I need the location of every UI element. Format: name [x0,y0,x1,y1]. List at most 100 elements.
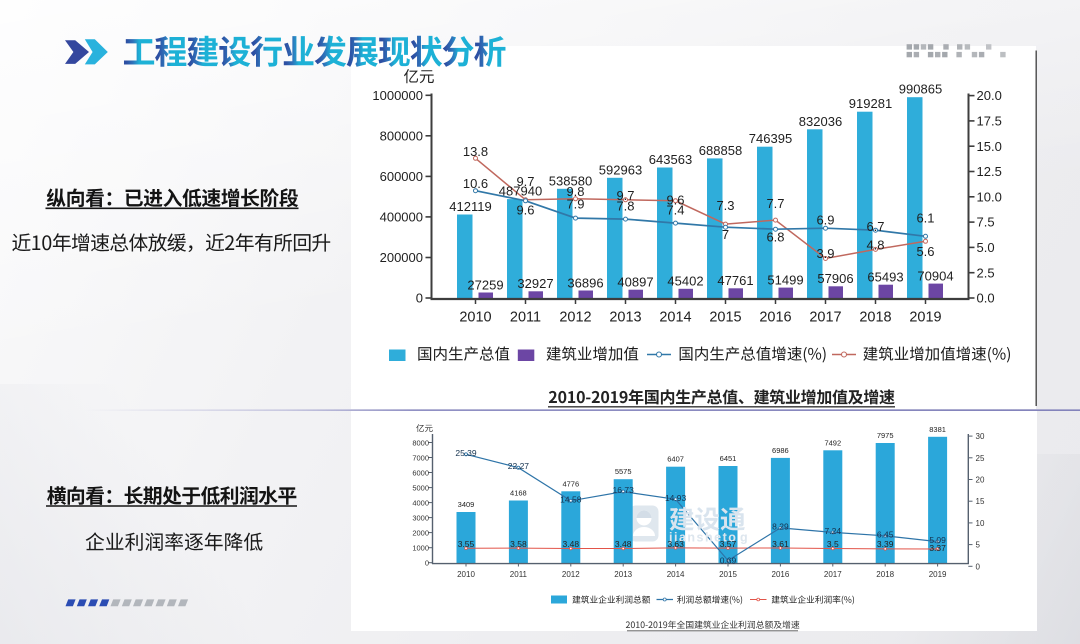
svg-text:2013: 2013 [614,570,632,579]
svg-text:3.5: 3.5 [827,539,839,549]
svg-text:47761: 47761 [717,273,753,288]
svg-text:2019: 2019 [929,570,947,579]
svg-text:6000: 6000 [412,468,429,477]
svg-text:5.6: 5.6 [916,244,934,259]
svg-text:2017: 2017 [809,310,841,326]
svg-text:9.7: 9.7 [616,188,634,203]
svg-text:7.5: 7.5 [977,215,995,230]
svg-text:2010: 2010 [459,310,491,326]
svg-text:600000: 600000 [380,169,423,184]
svg-text:2018: 2018 [859,310,891,326]
svg-text:32927: 32927 [517,276,553,291]
svg-text:8381: 8381 [929,425,946,434]
svg-text:0: 0 [425,559,429,568]
svg-text:3.9: 3.9 [816,246,834,261]
svg-text:2017: 2017 [824,570,842,579]
svg-text:51499: 51499 [767,272,803,287]
svg-text:0: 0 [416,291,423,306]
svg-text:9.8: 9.8 [566,184,584,199]
svg-text:25: 25 [976,454,985,463]
svg-text:990865: 990865 [899,82,942,97]
svg-text:4000: 4000 [412,499,429,508]
svg-text:20: 20 [976,476,985,485]
svg-text:9.6: 9.6 [516,202,534,217]
svg-text:14.93: 14.93 [665,493,687,503]
svg-text:3.63: 3.63 [667,539,684,549]
svg-text:12.5: 12.5 [977,164,1002,179]
svg-text:200000: 200000 [380,250,423,265]
svg-text:15: 15 [976,497,985,506]
svg-text:3.58: 3.58 [510,539,527,549]
svg-text:20.0: 20.0 [977,88,1002,103]
svg-text:jiansheto: jiansheto [668,531,737,545]
svg-text:3000: 3000 [412,514,429,523]
svg-text:14.58: 14.58 [560,494,582,504]
svg-text:6.1: 6.1 [916,210,934,225]
svg-text:487940: 487940 [499,184,542,199]
svg-text:g: g [740,531,748,545]
svg-text:2015: 2015 [719,570,737,579]
svg-text:7: 7 [722,227,729,242]
svg-text:7.9: 7.9 [566,196,584,211]
svg-text:2016: 2016 [759,310,791,326]
svg-text:7492: 7492 [824,438,841,447]
svg-text:2.5: 2.5 [977,265,995,280]
svg-text:13.8: 13.8 [463,144,488,159]
svg-text:5.09: 5.09 [929,535,946,545]
svg-text:5: 5 [976,541,981,550]
svg-text:40897: 40897 [617,275,653,290]
svg-text:412119: 412119 [449,199,491,214]
svg-text:4776: 4776 [562,479,579,488]
svg-text:7975: 7975 [877,431,894,440]
svg-text:10.0: 10.0 [977,189,1002,204]
svg-text:8.29: 8.29 [772,521,789,531]
svg-text:800000: 800000 [380,128,423,143]
svg-text:5575: 5575 [615,467,632,476]
svg-text:643563: 643563 [649,152,692,167]
svg-text:17.5: 17.5 [977,114,1002,129]
svg-text:919281: 919281 [849,96,892,111]
svg-text:400000: 400000 [380,210,423,225]
svg-text:2011: 2011 [510,570,528,579]
svg-text:2014: 2014 [667,570,685,579]
svg-text:10: 10 [976,519,985,528]
svg-text:832036: 832036 [799,114,842,129]
svg-text:2018: 2018 [876,570,894,579]
svg-text:3.39: 3.39 [877,539,894,549]
svg-text:3.55: 3.55 [458,539,475,549]
svg-text:2016: 2016 [772,570,790,579]
svg-text:36896: 36896 [567,275,603,290]
svg-text:6451: 6451 [720,454,737,463]
svg-text:3.61: 3.61 [772,539,789,549]
svg-text:7000: 7000 [412,453,429,462]
svg-text:538580: 538580 [549,173,592,188]
svg-text:10.6: 10.6 [463,176,488,191]
svg-text:592963: 592963 [599,162,642,177]
svg-text:7.3: 7.3 [716,198,734,213]
svg-text:70904: 70904 [917,268,953,283]
svg-text:6986: 6986 [772,446,789,455]
svg-text:6.8: 6.8 [766,229,784,244]
svg-text:2014: 2014 [659,310,691,326]
svg-text:2012: 2012 [559,310,591,326]
svg-text:8000: 8000 [412,438,429,447]
svg-text:3.48: 3.48 [615,539,632,549]
svg-text:3409: 3409 [458,500,475,509]
svg-text:6.9: 6.9 [816,213,834,228]
svg-text:688858: 688858 [699,143,742,158]
svg-text:1000: 1000 [412,544,429,553]
svg-text:9.6: 9.6 [666,192,684,207]
svg-text:7.7: 7.7 [766,196,784,211]
svg-text:2000: 2000 [412,529,429,538]
svg-text:5.0: 5.0 [977,240,995,255]
svg-text:22.27: 22.27 [508,461,530,471]
svg-text:7.4: 7.4 [666,202,684,217]
svg-text:7.8: 7.8 [616,198,634,213]
svg-text:2013: 2013 [609,310,641,326]
svg-text:0: 0 [976,562,981,571]
svg-text:6.45: 6.45 [877,529,894,539]
svg-text:746395: 746395 [749,131,792,146]
svg-text:9.7: 9.7 [516,174,534,189]
svg-text:27259: 27259 [467,277,503,292]
svg-text:25.39: 25.39 [455,448,477,458]
